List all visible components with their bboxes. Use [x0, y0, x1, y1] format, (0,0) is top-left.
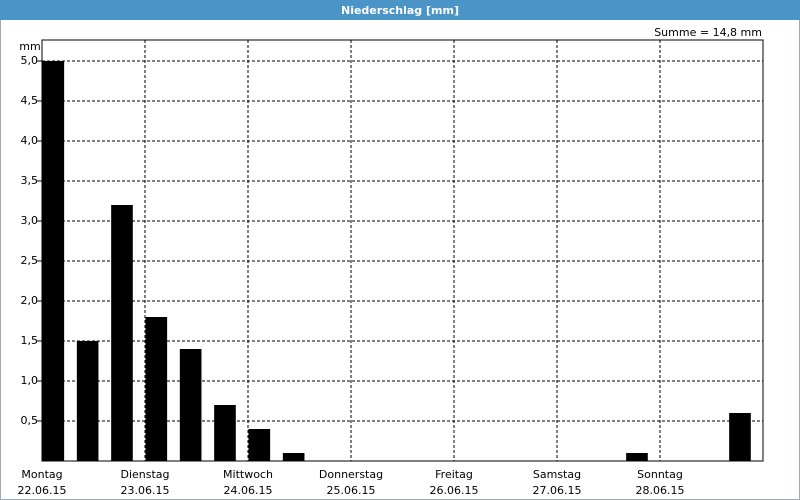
y-axis-unit: mm: [19, 40, 40, 53]
plot-frame: [41, 39, 764, 462]
bar: [729, 413, 751, 461]
x-tick-date: 28.06.15: [636, 484, 685, 497]
y-tick-label: 1,5: [21, 334, 39, 347]
y-tick-label: 5,0: [21, 54, 39, 67]
y-tick-label: 1,0: [21, 374, 39, 387]
x-tick-label: Donnerstag: [319, 468, 383, 481]
title-bar: [0, 0, 800, 20]
y-tick-label: 0,5: [21, 414, 39, 427]
bar: [626, 453, 648, 461]
x-tick-label: Dienstag: [120, 468, 169, 481]
bar: [179, 349, 202, 461]
bar: [248, 429, 271, 461]
x-tick-date: 23.06.15: [121, 484, 170, 497]
chart-title: Niederschlag [mm]: [341, 4, 459, 17]
y-tick-label: 2,5: [21, 254, 39, 267]
x-tick-date: 24.06.15: [224, 484, 273, 497]
x-tick-date: 26.06.15: [430, 484, 479, 497]
bar: [42, 61, 65, 461]
x-tick-label: Freitag: [435, 468, 473, 481]
bar: [76, 341, 99, 461]
x-tick-date: 22.06.15: [18, 484, 67, 497]
x-tick-date: 25.06.15: [327, 484, 376, 497]
y-tick-label: 2,0: [21, 294, 39, 307]
bar: [111, 205, 133, 461]
y-tick-label: 4,0: [21, 134, 39, 147]
x-tick-label: Sonntag: [637, 468, 683, 481]
x-tick-label: Samstag: [533, 468, 581, 481]
y-tick-label: 3,0: [21, 214, 39, 227]
y-tick-label: 3,5: [21, 174, 39, 187]
y-tick-label: 4,5: [21, 94, 39, 107]
sum-annotation: Summe = 14,8 mm: [654, 26, 762, 39]
x-tick-label: Montag: [21, 468, 62, 481]
bar: [214, 405, 236, 461]
x-tick-label: Mittwoch: [223, 468, 273, 481]
x-tick-date: 27.06.15: [533, 484, 582, 497]
bar: [145, 317, 168, 461]
bar: [282, 453, 305, 461]
